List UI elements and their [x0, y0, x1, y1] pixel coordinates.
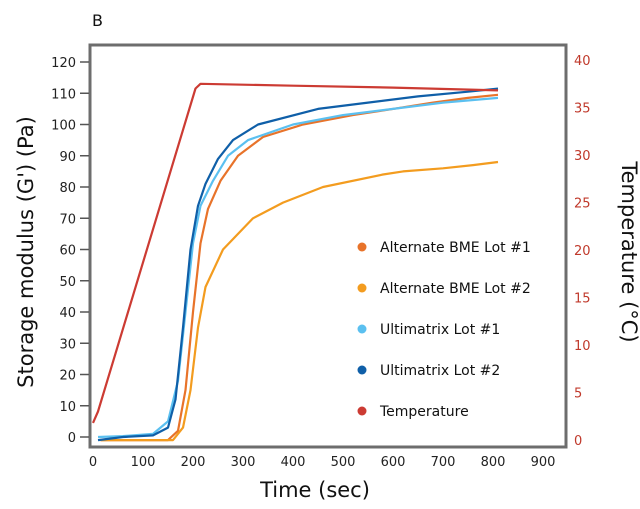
y2-axis-label: Temperature (°C) — [617, 160, 640, 342]
y2-tick-label: 30 — [574, 149, 591, 164]
y2-tick-label: 40 — [574, 54, 591, 69]
x-tick-label: 800 — [481, 455, 506, 470]
legend-label: Ultimatrix Lot #2 — [380, 363, 500, 379]
x-tick-label: 700 — [431, 455, 456, 470]
series-line-alternate-bme-lot-2 — [100, 160, 499, 442]
legend-label: Alternate BME Lot #2 — [380, 281, 531, 297]
y-axis-label: Storage modulus (G') (Pa) — [14, 116, 38, 388]
y2-tick-label: 5 — [574, 387, 582, 402]
y-tick-label: 70 — [59, 212, 76, 227]
legend-label: Alternate BME Lot #1 — [380, 240, 531, 256]
y-tick-label: 0 — [68, 431, 76, 446]
y2-tick-label: 10 — [574, 339, 591, 354]
y-tick-label: 60 — [59, 244, 76, 259]
series-line-ultimatrix-lot-1 — [97, 96, 499, 439]
plot-frame — [88, 43, 568, 449]
y-tick-label: 10 — [59, 400, 76, 415]
y-tick-label: 90 — [59, 150, 76, 165]
y-tick-label: 120 — [51, 56, 76, 71]
legend-marker — [357, 242, 367, 252]
y-tick-label: 80 — [59, 181, 76, 196]
x-tick-label: 600 — [381, 455, 406, 470]
y-tick-label: 50 — [59, 275, 76, 290]
series-line-ultimatrix-lot-2 — [97, 87, 499, 442]
series-line-alternate-bme-lot-1 — [100, 93, 499, 442]
y2-tick-label: 20 — [574, 244, 591, 259]
y-tick-label: 20 — [59, 369, 76, 384]
legend-marker — [357, 283, 367, 293]
y2-tick-label: 15 — [574, 292, 591, 307]
series-line-temperature — [91, 82, 499, 424]
panel-label: B — [92, 11, 103, 30]
y-tick-label: 40 — [59, 306, 76, 321]
x-axis-label: Time (sec) — [259, 478, 370, 502]
x-tick-label: 0 — [89, 455, 97, 470]
legend-marker — [357, 406, 367, 416]
legend-label: Temperature — [379, 404, 469, 420]
y-tick-label: 110 — [51, 87, 76, 102]
y2-tick-label: 0 — [574, 434, 582, 449]
x-tick-label: 500 — [331, 455, 356, 470]
y2-tick-label: 25 — [574, 197, 591, 212]
y2-tick-label: 35 — [574, 102, 591, 117]
legend-marker — [357, 365, 367, 375]
legend-label: Ultimatrix Lot #1 — [380, 322, 500, 338]
x-tick-label: 900 — [531, 455, 556, 470]
x-tick-label: 200 — [181, 455, 206, 470]
x-tick-label: 100 — [131, 455, 156, 470]
x-tick-label: 300 — [231, 455, 256, 470]
legend-marker — [357, 324, 367, 334]
y-tick-label: 100 — [51, 119, 76, 134]
x-tick-label: 400 — [281, 455, 306, 470]
y-tick-label: 30 — [59, 337, 76, 352]
